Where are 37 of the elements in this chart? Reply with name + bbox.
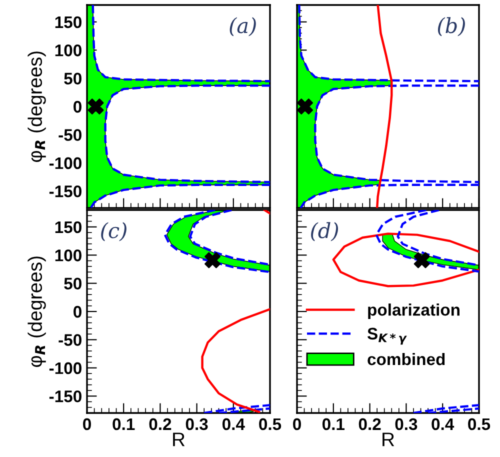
x-tick-label: 0.5 <box>259 418 282 430</box>
y-axis-title: φ$_{R}$ (degrees) <box>28 52 46 162</box>
y-tick-label: -150 <box>49 390 82 402</box>
y-tick-label: -50 <box>58 334 82 346</box>
x-tick-label: 0.1 <box>322 418 345 430</box>
y-tick-label: -100 <box>49 157 82 170</box>
x-tick-label: 0.4 <box>222 418 245 430</box>
legend-label: polarization <box>368 304 460 320</box>
annotation: (b) <box>438 17 465 36</box>
y-tick-label: 150 <box>55 221 82 234</box>
x-tick-label: 0.5 <box>468 418 490 430</box>
x-axis-title: R <box>382 432 394 446</box>
y-tick-label: 150 <box>55 16 82 28</box>
x-tick-label: 0.3 <box>186 418 208 430</box>
y-axis-title: φ$_{R}$ (degrees) <box>28 256 46 367</box>
x-tick-label: 0.1 <box>112 418 135 430</box>
y-tick-label: -150 <box>49 185 82 198</box>
x-tick-label: 0.2 <box>358 418 381 430</box>
y-tick-label: 100 <box>55 250 82 262</box>
x-tick-label: 0 <box>293 418 301 430</box>
legend-label: S$_{K*γ}$ <box>367 328 407 345</box>
x-tick-label: 0.4 <box>432 418 454 430</box>
x-tick-label: 0.3 <box>395 418 418 430</box>
legend-label: combined <box>368 352 445 366</box>
y-tick-label: 50 <box>64 72 82 85</box>
y-tick-label: -50 <box>58 129 82 141</box>
y-tick-label: 0 <box>74 306 82 318</box>
y-tick-label: 50 <box>64 278 82 290</box>
annotation: (d) <box>311 222 338 242</box>
x-tick-label: 0.2 <box>149 418 172 430</box>
y-tick-label: 0 <box>74 100 82 113</box>
x-tick-label: 0 <box>83 418 91 430</box>
annotation: (c) <box>101 222 126 242</box>
annotation: (a) <box>230 17 256 36</box>
y-tick-label: -100 <box>49 362 82 374</box>
x-axis-title: R <box>173 432 185 446</box>
y-tick-label: 100 <box>55 44 82 56</box>
